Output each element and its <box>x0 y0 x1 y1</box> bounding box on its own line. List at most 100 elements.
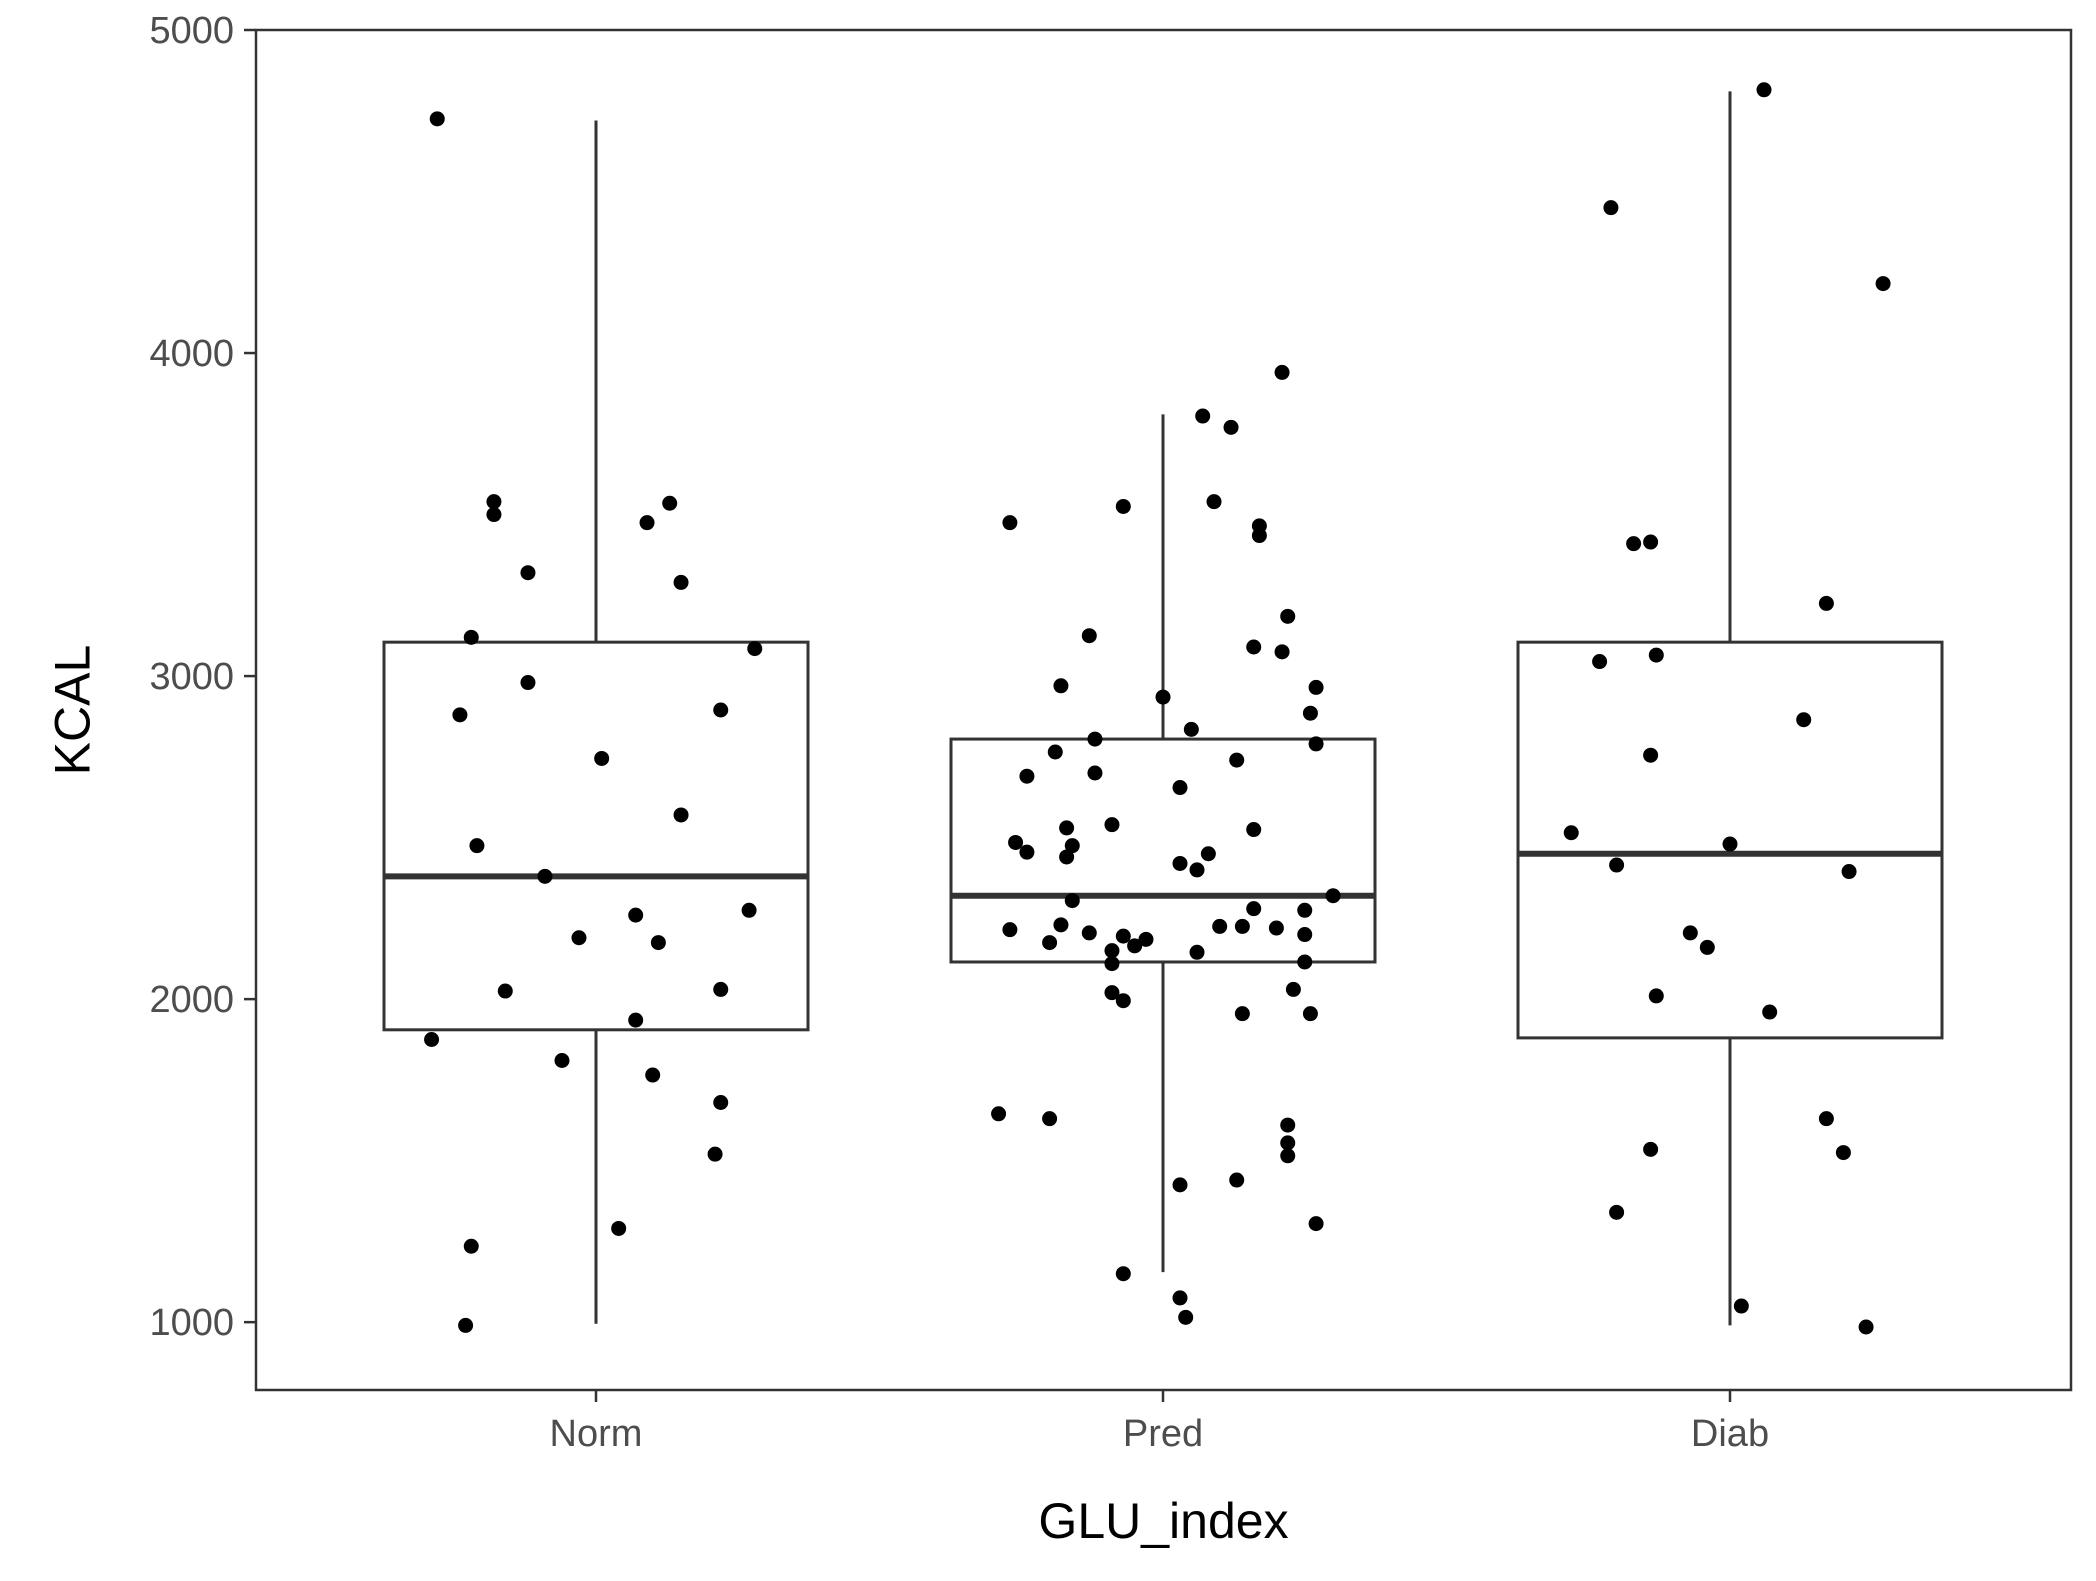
data-point-pred <box>1172 855 1188 871</box>
data-point-pred <box>1019 768 1035 784</box>
data-point-diab <box>1699 939 1715 955</box>
data-point-pred <box>1087 765 1103 781</box>
data-point-pred <box>1325 888 1341 904</box>
data-point-pred <box>1104 956 1120 972</box>
data-point-pred <box>1212 918 1228 934</box>
data-point-norm <box>469 838 485 854</box>
data-point-diab <box>1609 1204 1625 1220</box>
data-point-pred <box>1115 928 1131 944</box>
data-point-pred <box>1195 408 1211 424</box>
data-point-norm <box>520 675 536 691</box>
data-point-pred <box>1042 935 1058 951</box>
data-point-pred <box>1280 608 1296 624</box>
data-point-norm <box>497 983 513 999</box>
data-point-pred <box>1246 901 1262 917</box>
data-point-norm <box>707 1146 723 1162</box>
data-point-pred <box>1229 752 1245 768</box>
data-point-diab <box>1643 1141 1659 1157</box>
data-point-pred <box>1081 925 1097 941</box>
data-point-pred <box>1206 494 1222 510</box>
data-point-pred <box>1104 943 1120 959</box>
y-axis: 1000 2000 3000 4000 5000 <box>149 10 256 1344</box>
x-axis: Norm Pred Diab <box>550 1390 1769 1455</box>
data-point-pred <box>1115 498 1131 514</box>
data-point-diab <box>1643 747 1659 763</box>
data-point-norm <box>628 907 644 923</box>
data-point-diab <box>1858 1319 1874 1335</box>
data-point-diab <box>1756 82 1772 98</box>
box-norm <box>382 640 810 1032</box>
data-point-norm <box>571 930 587 946</box>
data-point-pred <box>1308 1216 1324 1232</box>
data-point-pred <box>1172 1290 1188 1306</box>
data-point-pred <box>1064 838 1080 854</box>
data-point-pred <box>1280 1135 1296 1151</box>
data-point-pred <box>1087 731 1103 747</box>
points-layer <box>424 82 1891 1335</box>
data-point-norm <box>452 707 468 723</box>
data-point-pred <box>1302 1006 1318 1022</box>
data-point-norm <box>429 111 445 127</box>
data-point-norm <box>458 1317 474 1333</box>
data-point-diab <box>1682 925 1698 941</box>
data-point-pred <box>1297 902 1313 918</box>
data-point-norm <box>486 507 502 523</box>
y-tick-label: 2000 <box>149 979 234 1021</box>
data-point-pred <box>1234 1006 1250 1022</box>
data-point-norm <box>713 981 729 997</box>
data-point-norm <box>628 1012 644 1028</box>
data-point-pred <box>1285 981 1301 997</box>
data-point-pred <box>1229 1172 1245 1188</box>
data-point-pred <box>1280 1117 1296 1133</box>
data-point-pred <box>1104 817 1120 833</box>
data-point-pred <box>1178 1309 1194 1325</box>
data-point-pred <box>1200 846 1216 862</box>
data-point-diab <box>1818 1111 1834 1127</box>
data-point-diab <box>1818 595 1834 611</box>
data-point-pred <box>1234 918 1250 934</box>
data-point-pred <box>1053 917 1069 933</box>
data-point-norm <box>662 495 678 511</box>
y-tick-label: 1000 <box>149 1302 234 1344</box>
data-point-pred <box>1115 1266 1131 1282</box>
data-point-diab <box>1648 647 1664 663</box>
data-point-diab <box>1626 536 1642 552</box>
data-point-pred <box>1053 678 1069 694</box>
data-point-norm <box>713 702 729 718</box>
data-point-norm <box>650 935 666 951</box>
data-point-pred <box>1172 780 1188 796</box>
y-tick-label: 4000 <box>149 333 234 375</box>
data-point-norm <box>520 565 536 581</box>
data-point-pred <box>1183 721 1199 737</box>
data-point-pred <box>1274 364 1290 380</box>
y-tick-label: 3000 <box>149 656 234 698</box>
data-point-pred <box>1008 834 1024 850</box>
data-point-norm <box>486 494 502 510</box>
data-point-diab <box>1603 200 1619 216</box>
data-point-norm <box>645 1067 661 1083</box>
data-point-pred <box>1308 736 1324 752</box>
x-tick-label-norm: Norm <box>550 1413 643 1455</box>
data-point-pred <box>1223 419 1239 435</box>
data-point-pred <box>1189 862 1205 878</box>
data-point-norm <box>741 902 757 918</box>
data-point-pred <box>1274 644 1290 660</box>
data-point-diab <box>1609 857 1625 873</box>
data-point-diab <box>1643 534 1659 550</box>
data-point-pred <box>1081 628 1097 644</box>
data-point-pred <box>1155 689 1171 705</box>
data-point-pred <box>1297 954 1313 970</box>
data-point-norm <box>554 1052 570 1068</box>
data-point-norm <box>463 1238 479 1254</box>
data-point-norm <box>611 1220 627 1236</box>
data-point-pred <box>1127 938 1143 954</box>
data-point-diab <box>1796 712 1812 728</box>
x-tick-label-pred: Pred <box>1123 1413 1203 1455</box>
data-point-pred <box>1047 744 1063 760</box>
data-point-pred <box>991 1106 1007 1122</box>
data-point-pred <box>1268 920 1284 936</box>
data-point-pred <box>1302 705 1318 721</box>
data-point-pred <box>1064 893 1080 909</box>
